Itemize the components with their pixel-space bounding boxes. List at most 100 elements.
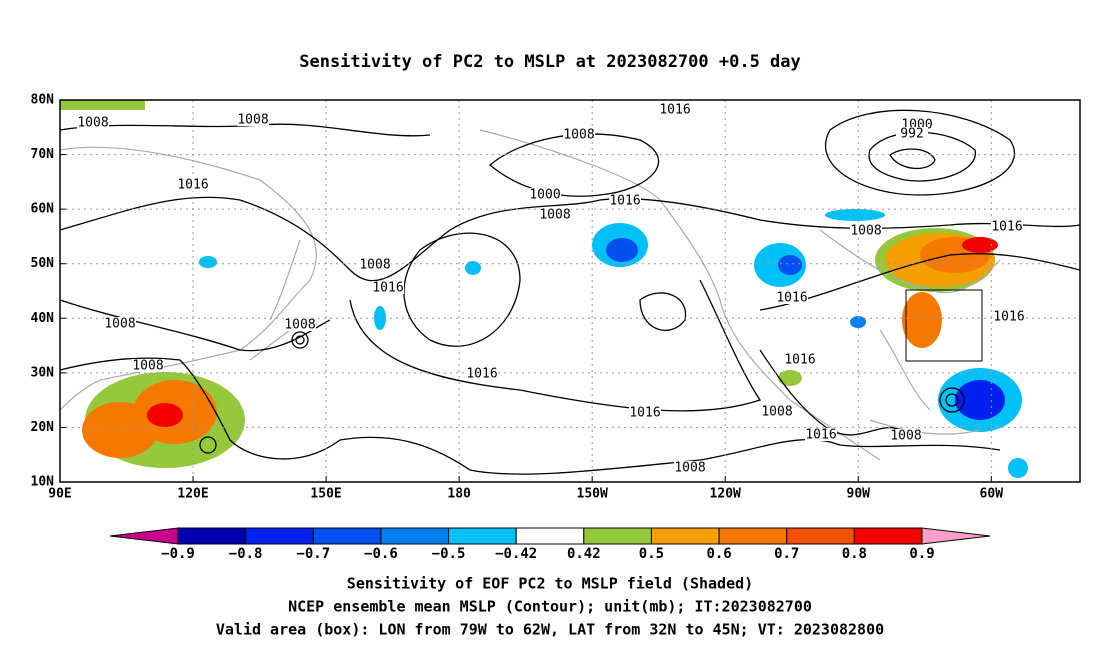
y-tick-label: 40N	[31, 311, 55, 326]
colorbar-label: 0.9	[909, 546, 934, 562]
contour-line	[59, 196, 1081, 282]
map-plot: 1008 100810161008101610009921000100810161…	[59, 99, 1081, 483]
contour-line	[889, 148, 936, 170]
shade	[147, 403, 183, 427]
colorbar-box	[515, 527, 585, 545]
shade	[778, 255, 802, 275]
contour-label-bg	[890, 429, 922, 442]
colorbar-label: −0.5	[432, 546, 466, 562]
contour-label-bg	[629, 406, 661, 419]
contour-label-bg	[237, 113, 269, 126]
y-tick-label: 20N	[31, 420, 55, 435]
contour-label: 1016	[659, 103, 690, 118]
colorbar-box	[650, 527, 720, 545]
x-tick-label: 120E	[177, 487, 208, 502]
contour-label-bg	[177, 178, 209, 191]
contour-label: 1008	[539, 208, 570, 223]
x-tick-label: 150E	[310, 487, 341, 502]
caption-line: Sensitivity of EOF PC2 to MSLP field (Sh…	[347, 575, 753, 593]
contour-label-bg	[991, 220, 1023, 233]
contour-label-bg	[539, 208, 571, 221]
contour-label: 1008	[132, 359, 163, 374]
contour-label-bg	[284, 318, 316, 331]
contour-label-bg	[674, 461, 706, 474]
y-tick-label: 60N	[31, 202, 55, 217]
y-tick-label: 80N	[31, 93, 55, 108]
contour-label: 1000	[529, 188, 560, 203]
contour-label-bg	[784, 353, 816, 366]
contour-label: 1016	[805, 428, 836, 443]
contour-line	[824, 109, 1016, 196]
colorbar-label: −0.42	[495, 546, 537, 562]
colorbar-end	[921, 527, 991, 545]
contour-label-bg	[132, 359, 164, 372]
valid-area-box	[905, 289, 983, 362]
colorbar-box	[853, 527, 923, 545]
contour-label: 1016	[177, 178, 208, 193]
contour-label: 1008	[284, 318, 315, 333]
contour-label: 1016	[609, 194, 640, 209]
colorbar-box	[448, 527, 517, 545]
contour-label: 1016	[993, 310, 1024, 325]
colorbar-label: 0.42	[567, 546, 601, 562]
contour-label: 1016	[776, 291, 807, 306]
shade	[902, 292, 942, 348]
y-tick-label: 30N	[31, 365, 55, 380]
colorbar-box	[312, 527, 382, 545]
contour-labels: 1008 100810161008101610009921000100810161…	[77, 103, 1025, 476]
colorbar-box	[380, 527, 450, 545]
colorbar: −0.9 −0.8 −0.7 −0.6 −0.5 −0.42 0.42 0.5 0.6 0.7 0.…	[109, 527, 991, 562]
contour-label-bg	[563, 128, 595, 141]
colorbar-box	[177, 527, 247, 545]
contour-label: 1008	[890, 429, 921, 444]
shade	[606, 238, 638, 262]
colorbar-label: −0.7	[296, 546, 330, 562]
y-tick-label: 50N	[31, 256, 55, 271]
contour-label-bg	[77, 116, 109, 129]
contour-label: 1016	[784, 353, 815, 368]
shade	[60, 100, 145, 110]
contour-label: 1008	[761, 405, 792, 420]
contour-label: 1016	[629, 406, 660, 421]
contour-line	[295, 335, 305, 345]
contour-label-bg	[466, 367, 498, 380]
contour-label-bg	[776, 291, 808, 304]
colorbar-box	[245, 527, 314, 545]
y-tick-label: 10N	[31, 475, 55, 490]
x-tick-label: 60W	[980, 487, 1004, 502]
contour-label-bg	[850, 224, 882, 237]
x-tick-label: 90W	[847, 487, 871, 502]
contour-line	[759, 253, 1081, 311]
contour-label: 1016	[372, 281, 403, 296]
colorbar-label: 0.6	[706, 546, 731, 562]
colorbar-label: −0.9	[161, 546, 195, 562]
colorbar-box	[583, 527, 652, 545]
coastline	[249, 239, 301, 361]
colorbar-label: −0.6	[364, 546, 398, 562]
contour-label: 1008	[77, 116, 108, 131]
colorbar-end	[109, 527, 179, 545]
contour-label: 1016	[991, 220, 1022, 235]
shade	[962, 237, 998, 253]
colorbar-label: 0.7	[774, 546, 799, 562]
contour-line	[403, 232, 521, 347]
contour-line	[59, 357, 1001, 475]
x-tick-label: 180	[447, 487, 471, 502]
contour-line	[945, 393, 959, 407]
contour-label: 1008	[104, 317, 135, 332]
shade	[955, 380, 1005, 420]
contour-line	[639, 292, 687, 331]
colorbar-label: −0.8	[229, 546, 263, 562]
contour-line	[291, 331, 309, 349]
title: Sensitivity of PC2 to MSLP at 2023082700…	[299, 52, 801, 72]
contour-label-bg	[359, 258, 391, 271]
map-frame	[59, 99, 1081, 483]
contour-label: 1008	[359, 258, 390, 273]
shade	[1008, 458, 1028, 478]
caption-line: Valid area (box): LON from 79W to 62W, L…	[216, 621, 884, 639]
contour-label: 1016	[466, 367, 497, 382]
contour-label-bg	[609, 194, 641, 207]
shade	[825, 209, 885, 221]
caption-line: NCEP ensemble mean MSLP (Contour); unit(…	[288, 598, 812, 616]
shade	[465, 261, 481, 275]
